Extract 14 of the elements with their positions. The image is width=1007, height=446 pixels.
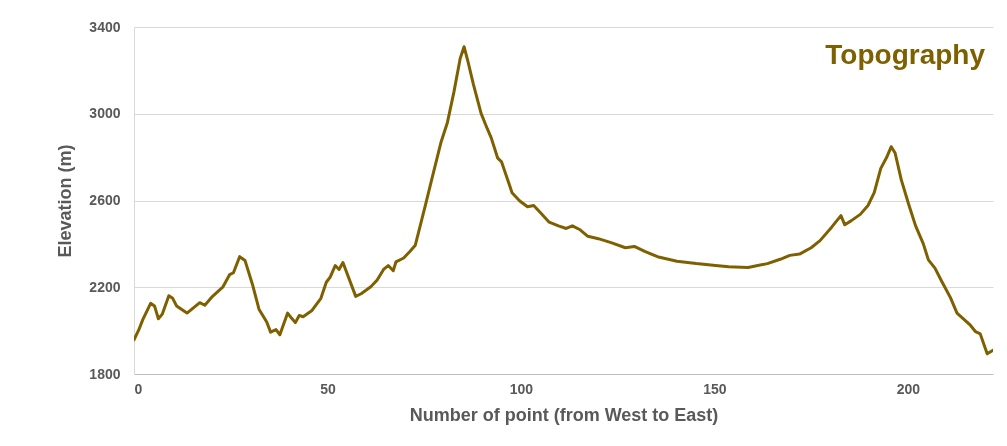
x-tick-label: 200 — [896, 380, 921, 397]
y-tick-label: 3000 — [89, 105, 121, 122]
line-series — [134, 45, 993, 356]
x-tick-label: 0 — [134, 380, 143, 397]
chart-title: Topography — [825, 39, 986, 70]
y-tick-label: 1800 — [89, 365, 121, 382]
x-tick-label: 100 — [509, 380, 534, 397]
x-axis-title: Number of point (from West to East) — [409, 404, 719, 425]
y-tick-label: 2200 — [89, 278, 121, 295]
x-tick-label: 150 — [703, 380, 727, 397]
y-tick-label: 2600 — [89, 192, 121, 208]
x-tick-label: 50 — [320, 380, 336, 397]
y-tick-label: 3400 — [89, 18, 121, 35]
y-axis-title: Elevation (m) — [55, 144, 76, 258]
